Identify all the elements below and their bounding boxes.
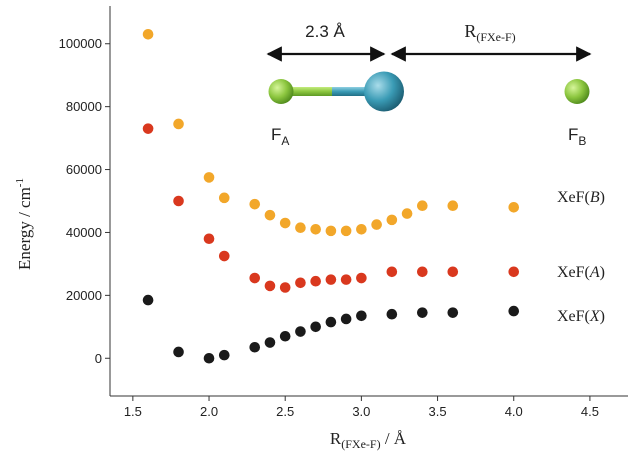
y-tick-label: 60000 [66, 162, 102, 177]
axes [109, 6, 628, 397]
data-point [203, 172, 215, 183]
y-axis-ticks: 0 20000 40000 60000 80000 100000 [59, 36, 110, 366]
data-point [142, 29, 154, 40]
data-point [295, 326, 306, 337]
x-tick-label: 4.0 [505, 404, 523, 419]
data-point [218, 192, 230, 204]
y-tick-label: 40000 [66, 225, 102, 240]
data-point [218, 349, 230, 361]
fluorine-a-atom-icon [268, 79, 294, 104]
y-tick-label: 80000 [66, 99, 102, 114]
bond-fluorine-half [280, 87, 332, 96]
data-point [386, 308, 398, 320]
data-point [356, 272, 367, 284]
data-point [340, 274, 352, 285]
data-point [325, 316, 337, 328]
data-point [447, 266, 459, 278]
data-point [203, 233, 215, 245]
data-point [386, 214, 398, 226]
data-point [279, 282, 291, 293]
data-point [417, 266, 428, 278]
data-point [325, 225, 337, 237]
y-tick-label: 100000 [59, 36, 102, 51]
y-tick-label: 0 [95, 351, 102, 366]
x-tick-label: 3.5 [429, 404, 447, 419]
y-axis-label: Energy / cm-1 [14, 178, 34, 270]
data-point [249, 198, 261, 210]
data-point [340, 313, 352, 325]
data-point [203, 352, 215, 364]
series-labels: XeF(B) XeF(A) XeF(X) [557, 189, 605, 325]
data-point [264, 209, 276, 221]
data-point [310, 224, 321, 235]
data-point [310, 321, 321, 333]
x-tick-label: 3.0 [352, 404, 370, 419]
series-label-b: XeF(B) [557, 189, 605, 206]
x-tick-label: 1.5 [124, 404, 142, 419]
x-axis-label: R(FXe-F) / Å [330, 429, 407, 451]
molecule-diagram: 2.3 Å R(FXe-F) FA FB [266, 21, 592, 148]
x-tick-label: 2.5 [276, 404, 294, 419]
bond-xenon-half [332, 87, 384, 96]
data-point [264, 280, 276, 292]
data-point [142, 294, 154, 306]
data-point [295, 277, 306, 289]
data-point [325, 274, 337, 285]
separation-label: R(FXe-F) [464, 21, 515, 44]
data-point [508, 305, 520, 317]
data-point [173, 118, 184, 130]
x-tick-label: 2.0 [200, 404, 218, 419]
data-point [264, 337, 276, 348]
fluorine-b-label: FB [568, 125, 586, 148]
data-point [371, 219, 382, 230]
data-point [142, 123, 154, 134]
x-axis-ticks: 1.5 2.0 2.5 3.0 3.5 4.0 4.5 [124, 396, 599, 419]
data-point [279, 330, 291, 342]
series-label-a: XeF(A) [557, 264, 605, 281]
data-point [249, 341, 261, 353]
fluorine-a-label: FA [271, 125, 289, 148]
data-point [508, 266, 520, 278]
data-point [340, 225, 352, 237]
series-x [142, 294, 520, 364]
data-point [173, 195, 184, 207]
series-b [142, 29, 520, 237]
data-point [417, 200, 428, 212]
y-tick-label: 20000 [66, 288, 102, 303]
data-point [447, 307, 459, 318]
data-point [295, 222, 306, 234]
data-point [417, 307, 428, 318]
data-series [142, 29, 520, 364]
data-point [173, 346, 184, 358]
fluorine-b-atom-icon [564, 79, 590, 104]
data-point [279, 217, 291, 229]
series-a [142, 123, 520, 293]
data-point [401, 208, 413, 219]
bond-length-label: 2.3 Å [305, 22, 345, 41]
series-label-x: XeF(X) [557, 308, 605, 325]
x-tick-label: 4.5 [581, 404, 599, 419]
data-point [356, 224, 367, 235]
data-point [249, 272, 261, 284]
xenon-atom-icon [364, 71, 404, 112]
data-point [356, 310, 367, 322]
data-point [508, 201, 520, 213]
data-point [218, 250, 230, 262]
data-point [447, 200, 459, 212]
data-point [310, 275, 321, 287]
data-point [386, 266, 398, 278]
